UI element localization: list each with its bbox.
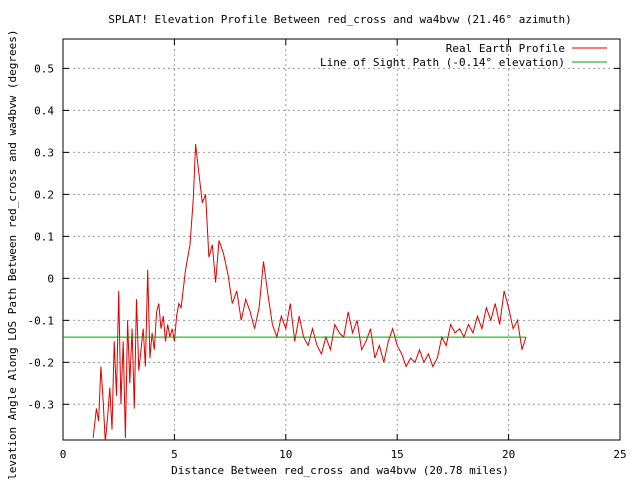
axis-ticks: 0 5 10 15 20 25 0.5 0.4 0.3 0.2 0.1 0 -0.1 -0.2 -0.3: [28, 39, 627, 461]
legend: Real Earth Profile Line of Sight Path (-…: [320, 42, 607, 69]
x-tick-label: 20: [502, 448, 515, 461]
y-tick-label: 0.2: [34, 188, 54, 201]
x-tick-label: 0: [60, 448, 67, 461]
legend-label-real-earth: Real Earth Profile: [446, 42, 565, 55]
x-tick-label: 10: [279, 448, 292, 461]
x-axis-label: Distance Between red_cross and wa4bvw (2…: [171, 464, 509, 477]
series-group: [63, 143, 527, 440]
y-axis-label: Elevation Angle Along LOS Path Between r…: [6, 30, 19, 480]
grid-lines: [63, 39, 620, 440]
y-tick-label: 0: [47, 272, 54, 285]
x-tick-label: 5: [171, 448, 178, 461]
series-line-real-earth-profile: [92, 143, 527, 440]
y-tick-label: -0.3: [28, 398, 55, 411]
x-tick-label: 25: [613, 448, 626, 461]
chart-title: SPLAT! Elevation Profile Between red_cro…: [108, 13, 572, 26]
y-tick-label: -0.2: [28, 356, 55, 369]
y-tick-label: -0.1: [28, 314, 55, 327]
y-tick-label: 0.1: [34, 230, 54, 243]
y-tick-label: 0.5: [34, 62, 54, 75]
x-tick-label: 15: [391, 448, 404, 461]
y-tick-label: 0.3: [34, 146, 54, 159]
legend-label-line-of-sight: Line of Sight Path (-0.14° elevation): [320, 56, 565, 69]
y-tick-label: 0.4: [34, 104, 54, 117]
plot-frame: [62, 38, 621, 441]
